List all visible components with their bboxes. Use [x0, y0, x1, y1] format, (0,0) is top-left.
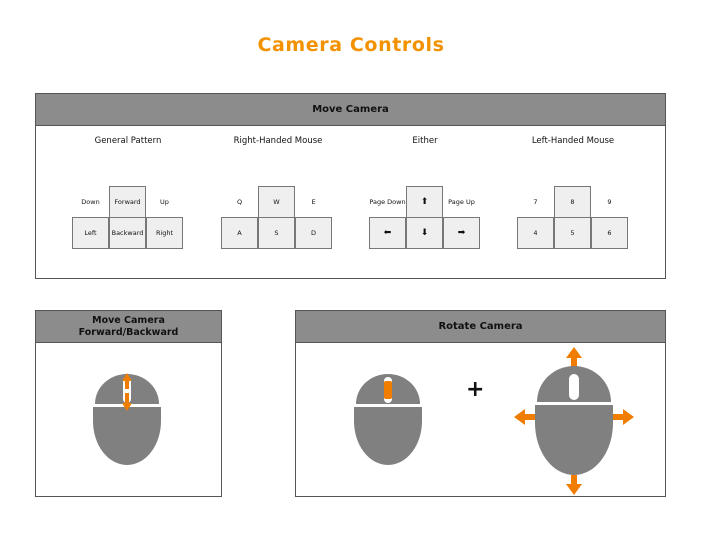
key-backward: Backward: [109, 217, 146, 249]
key-7: 7: [533, 198, 538, 206]
key-page-up: Page Up: [448, 198, 475, 206]
key-d: D: [295, 217, 332, 249]
key-page-down: Page Down: [369, 198, 406, 206]
key-arrow-right: ➡: [443, 217, 480, 249]
key-up: Up: [160, 198, 169, 206]
page-title: Camera Controls: [257, 34, 445, 56]
key-arrow-up: ⬆: [406, 186, 443, 218]
header-line-1: Move Camera: [92, 314, 165, 326]
key-arrow-down: ⬇: [406, 217, 443, 249]
key-5: 5: [554, 217, 591, 249]
move-camera-panel: Move Camera General Pattern Down Forward…: [35, 93, 666, 279]
key-e: E: [311, 198, 316, 206]
rotate-camera-header: Rotate Camera: [296, 311, 665, 343]
column-title: Left-Handed Mouse: [531, 136, 615, 146]
move-camera-header: Move Camera: [36, 94, 665, 126]
key-4: 4: [517, 217, 554, 249]
mouse-move-icon: [514, 347, 634, 495]
key-6: 6: [591, 217, 628, 249]
key-left: Left: [72, 217, 109, 249]
column-title: Either: [412, 136, 438, 146]
key-a: A: [221, 217, 258, 249]
header-line-2: Forward/Backward: [78, 326, 179, 338]
key-forward: Forward: [109, 186, 146, 218]
key-down: Down: [81, 198, 100, 206]
key-w: W: [258, 186, 295, 218]
key-9: 9: [607, 198, 612, 206]
column-title: General Pattern: [94, 136, 162, 146]
mouse-scroll-wheel-icon: [93, 373, 161, 465]
rotate-camera-panel: Rotate Camera +: [295, 310, 666, 497]
key-8: 8: [554, 186, 591, 218]
forward-backward-panel: Move Camera Forward/Backward: [35, 310, 222, 497]
key-q: Q: [236, 198, 243, 206]
key-right: Right: [146, 217, 183, 249]
forward-backward-header: Move Camera Forward/Backward: [36, 311, 221, 343]
mouse-middle-button-icon: [354, 374, 422, 465]
key-arrow-left: ⬅: [369, 217, 406, 249]
column-title: Right-Handed Mouse: [233, 136, 323, 146]
plus-sign: +: [466, 377, 485, 402]
key-s: S: [258, 217, 295, 249]
